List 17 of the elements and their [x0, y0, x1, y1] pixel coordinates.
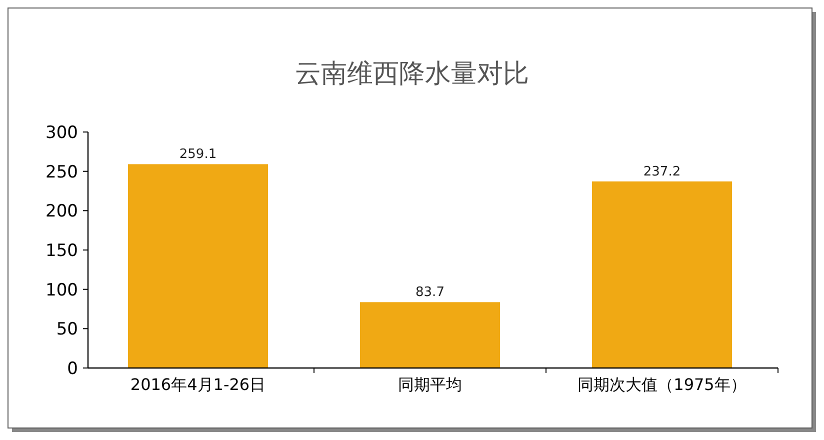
data-label: 83.7: [416, 285, 444, 300]
data-label: 237.2: [643, 164, 681, 180]
bar: [128, 164, 268, 368]
y-tick-label: 250: [46, 162, 78, 182]
y-tick-label: 200: [46, 202, 78, 222]
y-tick-label: 150: [46, 241, 78, 261]
y-tick-label: 0: [67, 359, 78, 379]
x-tick-label: 同期次大值（1975年）: [578, 375, 746, 394]
chart-title: 云南维西降水量对比: [295, 59, 529, 89]
x-tick-label: 同期平均: [398, 375, 462, 394]
y-tick-label: 100: [46, 280, 78, 300]
y-tick-label: 300: [46, 123, 78, 143]
bar: [592, 181, 732, 368]
y-tick-label: 50: [56, 320, 78, 340]
bar: [360, 302, 500, 368]
x-tick-label: 2016年4月1-26日: [130, 375, 266, 394]
data-label: 259.1: [179, 147, 217, 162]
